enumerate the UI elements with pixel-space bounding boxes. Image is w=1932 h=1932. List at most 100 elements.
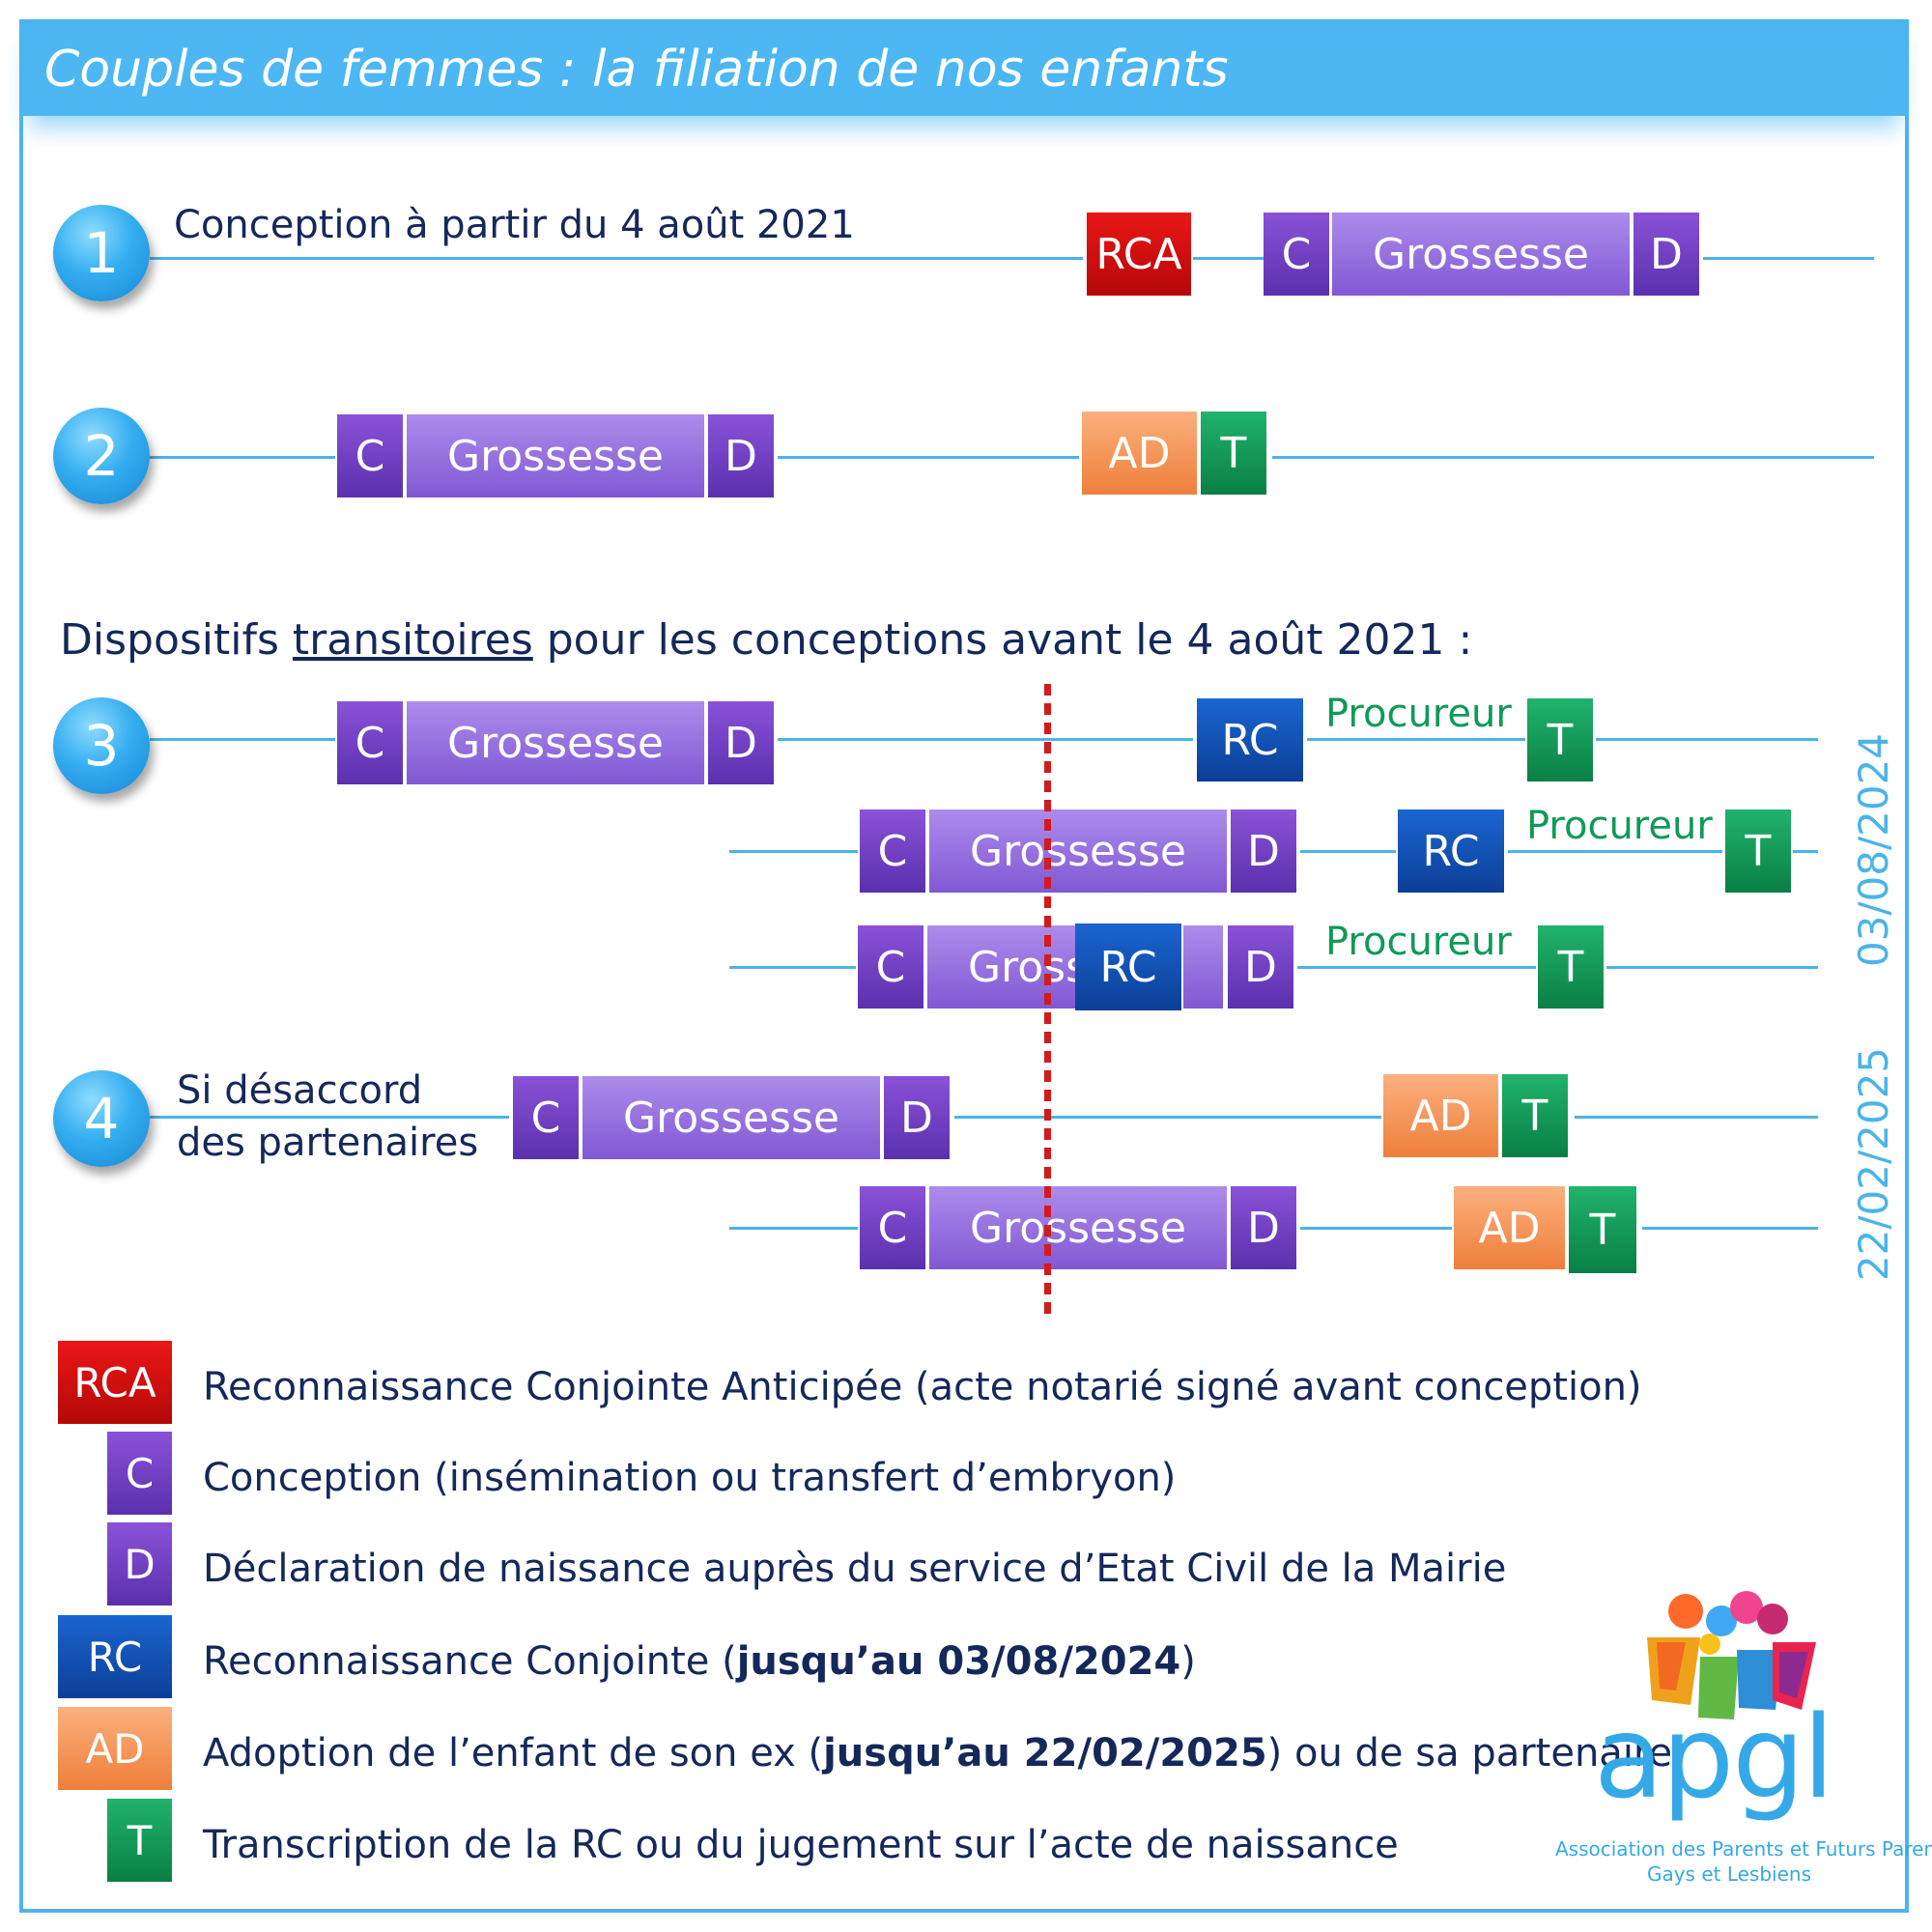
grossesse-box: Grossesse xyxy=(929,810,1227,893)
grossesse-box: Grossesse xyxy=(1332,213,1630,296)
page-title: Couples de femmes : la filiation de nos … xyxy=(44,41,1229,99)
timeline-line xyxy=(1300,1227,1452,1230)
timeline-line xyxy=(729,850,858,853)
transcription-box: T xyxy=(1502,1074,1568,1157)
legend-c-box: C xyxy=(107,1432,172,1515)
timeline-line xyxy=(1307,738,1525,741)
grossesse-box: Grossesse xyxy=(929,1186,1227,1269)
heading-text-underlined: transitoires xyxy=(292,615,533,665)
grossesse-box: Grossesse xyxy=(407,414,704,497)
transcription-box: T xyxy=(1201,412,1266,495)
declaration-box: D xyxy=(1228,925,1293,1009)
legend-ad-text-before: Adoption de l’enfant de son ex ( xyxy=(203,1731,824,1776)
transcription-box: T xyxy=(1725,810,1791,893)
timeline-line xyxy=(150,456,335,459)
logo-tagline-line2: Gays et Lesbiens xyxy=(1646,1862,1812,1886)
procureur-label: Procureur xyxy=(1325,692,1512,736)
declaration-box: D xyxy=(1231,810,1296,893)
header-bar: Couples de femmes : la filiation de nos … xyxy=(23,23,1905,116)
timeline-line xyxy=(778,456,1079,459)
timeline-line xyxy=(1300,850,1396,853)
timeline-line xyxy=(1596,738,1818,741)
step-3-circle: 3 xyxy=(53,697,150,794)
legend-t-text: Transcription de la RC ou du jugement su… xyxy=(203,1823,1399,1867)
declaration-box: D xyxy=(1231,1186,1296,1269)
legend-d-box: D xyxy=(107,1522,172,1605)
declaration-box: D xyxy=(708,414,774,497)
heading-text-after: pour les conceptions avant le 4 août 202… xyxy=(532,615,1473,665)
legend-ad-text: Adoption de l’enfant de son ex (jusqu’au… xyxy=(203,1731,1672,1776)
step-2-circle: 2 xyxy=(53,408,150,504)
logo-tagline-line1: Association des Parents et Futurs Parent… xyxy=(1555,1837,1932,1861)
timeline-line xyxy=(778,738,1193,741)
adoption-box: AD xyxy=(1454,1186,1565,1269)
legend-rc-text: Reconnaissance Conjointe (jusqu’au 03/08… xyxy=(203,1639,1196,1684)
legend-rc-text-bold: jusqu’au 03/08/2024 xyxy=(736,1639,1181,1684)
rca-box: RCA xyxy=(1087,213,1191,296)
legend-d-text: Déclaration de naissance auprès du servi… xyxy=(203,1547,1507,1591)
conception-box: C xyxy=(1264,213,1329,296)
procureur-label: Procureur xyxy=(1325,920,1512,964)
timeline-line xyxy=(729,966,856,969)
timeline-line xyxy=(1703,257,1874,260)
grossesse-truncated-label: Gross xyxy=(968,942,1088,992)
procureur-label: Procureur xyxy=(1526,804,1713,848)
conception-box: C xyxy=(858,925,923,1009)
transcription-box: T xyxy=(1527,698,1593,781)
conception-box: C xyxy=(513,1076,579,1159)
timeline-line xyxy=(1508,850,1722,853)
diagram-frame xyxy=(19,19,1909,1913)
timeline-line xyxy=(150,1116,509,1119)
timeline-line xyxy=(1642,1227,1818,1230)
conception-box: C xyxy=(337,701,403,784)
legend-c-text: Conception (insémination ou transfert d’… xyxy=(203,1456,1177,1500)
box-separator xyxy=(1181,925,1183,1009)
legend-ad-text-after: ) ou de sa partenaire xyxy=(1266,1731,1673,1776)
legend-rc-text-before: Reconnaissance Conjointe ( xyxy=(203,1639,737,1684)
ad-deadline-date: 22/02/2025 xyxy=(1850,1046,1897,1282)
logo-wordmark: apgl xyxy=(1594,1690,1834,1824)
family-figures-icon xyxy=(1647,1591,1816,1719)
conception-box: C xyxy=(337,414,403,497)
legend-t-box: T xyxy=(107,1799,172,1882)
legend-rc-box: RC xyxy=(58,1615,172,1698)
heading-text-before: Dispositifs xyxy=(60,615,293,665)
step-4-circle: 4 xyxy=(53,1070,150,1167)
timeline-line xyxy=(1575,1116,1818,1119)
grossesse-box: Grossesse xyxy=(582,1076,880,1159)
timeline-line xyxy=(150,738,335,741)
transcription-box: T xyxy=(1538,925,1604,1009)
legend-ad-text-bold: jusqu’au 22/02/2025 xyxy=(823,1731,1267,1776)
legend-rca-box: RCA xyxy=(58,1341,172,1424)
timeline-line xyxy=(1606,966,1818,969)
rc-deadline-date: 03/08/2024 xyxy=(1850,732,1897,968)
adoption-box: AD xyxy=(1082,412,1197,495)
legend-rc-text-after: ) xyxy=(1180,1639,1196,1684)
timeline-line xyxy=(1297,966,1536,969)
timeline-line xyxy=(729,1227,858,1230)
timeline-line xyxy=(954,1116,1381,1119)
timeline-line xyxy=(1272,456,1874,459)
rc-box: RC xyxy=(1197,698,1303,781)
grossesse-box: Grossesse xyxy=(407,701,704,784)
deadline-dashed-line xyxy=(1044,684,1051,1321)
conception-box: C xyxy=(860,1186,925,1269)
step-1-circle: 1 xyxy=(53,205,150,301)
timeline-line xyxy=(1793,850,1818,853)
adoption-box: AD xyxy=(1383,1074,1498,1157)
row-4-label-line1: Si désaccord xyxy=(177,1068,423,1113)
declaration-box: D xyxy=(708,701,774,784)
timeline-line xyxy=(1193,257,1264,260)
timeline-line xyxy=(150,257,1083,260)
apgl-logo: apgl Association des Parents et Futurs P… xyxy=(1555,1584,1932,1886)
legend-ad-box: AD xyxy=(58,1707,172,1790)
rc-box: RC xyxy=(1398,810,1504,893)
declaration-box: D xyxy=(1634,213,1699,296)
row-1-label: Conception à partir du 4 août 2021 xyxy=(174,203,855,247)
rc-box: RC xyxy=(1075,923,1181,1010)
transitional-heading: Dispositifs transitoires pour les concep… xyxy=(60,615,1472,665)
legend-rca-text: Reconnaissance Conjointe Anticipée (acte… xyxy=(203,1365,1642,1409)
conception-box: C xyxy=(860,810,925,893)
row-4-label-line2: des partenaires xyxy=(177,1121,479,1165)
declaration-box: D xyxy=(884,1076,950,1159)
